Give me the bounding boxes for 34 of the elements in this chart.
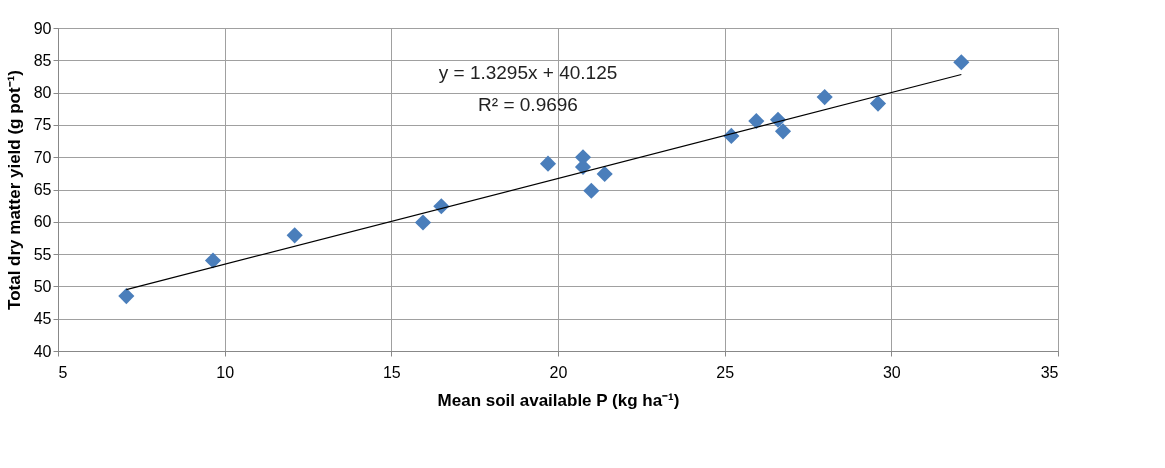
point [539, 155, 557, 172]
x-tick-label: 35 [1040, 363, 1059, 381]
y-tick-label: 75 [33, 116, 52, 134]
point [204, 252, 222, 269]
y-tick-label: 60 [33, 213, 52, 231]
point [953, 54, 970, 71]
y-tick-label: 85 [33, 51, 52, 69]
point [596, 165, 613, 183]
y-tick-label: 90 [33, 19, 52, 37]
annotation: R² = 0.9696 [478, 94, 578, 115]
x-tick-label: 20 [549, 363, 568, 381]
point [748, 112, 765, 130]
annotation: y = 1.3295x + 40.125 [438, 62, 618, 83]
y-axis-title: Total dry matter yield (g pot⁻¹) [4, 70, 24, 310]
point [583, 182, 600, 199]
x-tick-label: 5 [58, 363, 68, 381]
point [774, 123, 792, 140]
y-tick-label: 55 [33, 245, 52, 263]
x-tick-label: 10 [216, 363, 235, 381]
x-axis-title: Mean soil available P (kg ha⁻¹) [437, 390, 680, 410]
y-tick-label: 65 [33, 181, 52, 198]
point [118, 288, 135, 305]
x-tick-label: 30 [882, 363, 901, 381]
point [414, 214, 432, 231]
y-tick-label: 50 [33, 277, 52, 295]
y-tick-label: 80 [33, 84, 52, 102]
x-tick-label: 25 [716, 363, 735, 381]
point [816, 89, 833, 106]
x-tick-label: 15 [382, 363, 401, 381]
y-tick-label: 40 [33, 342, 52, 360]
point [286, 227, 303, 244]
y-tick-label: 45 [33, 310, 52, 328]
y-tick-label: 70 [33, 148, 52, 166]
point [869, 95, 887, 112]
